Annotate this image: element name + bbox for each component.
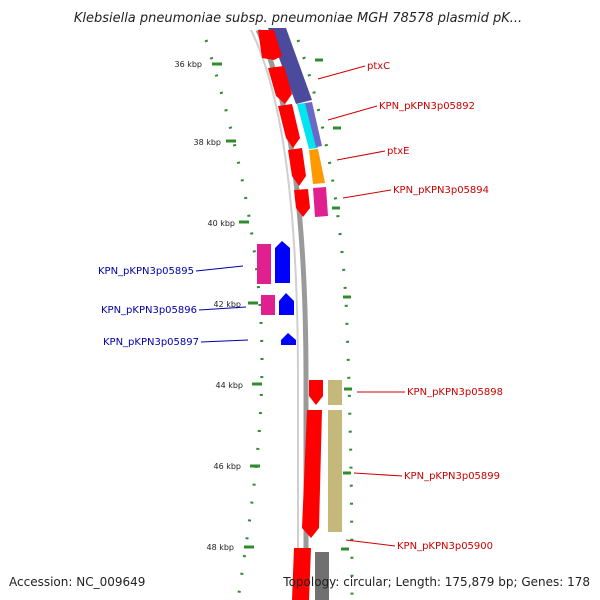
gene-arrow-reverse[interactable] [281,333,296,345]
accession-text: Accession: NC_009649 [9,575,145,589]
leader-line [317,65,366,80]
cog-block-cyan [297,103,318,149]
gene-label[interactable]: KPN_pKPN3p05896 [101,305,197,316]
gene-arrow-forward[interactable] [302,410,322,538]
gene-arrow-reverse[interactable] [279,293,294,315]
cog-block-magenta [261,295,275,315]
gene-arrow-forward[interactable] [258,30,282,60]
cog-block-magenta [313,187,328,217]
cog-block-khaki [328,380,342,405]
gene-arrow-forward[interactable] [309,380,323,405]
gene-arrow-forward[interactable] [288,148,306,186]
tick-label: 42 kbp [213,300,241,309]
gene-label[interactable]: KPN_pKPN3p05894 [393,185,489,196]
tick-label: 44 kbp [215,381,243,390]
leader-line [200,339,249,343]
leader-line [345,539,396,547]
leader-line [336,150,386,161]
leader-line [353,472,403,477]
leader-line [195,265,244,272]
leader-line [198,306,247,311]
gene-arrow-forward[interactable] [294,189,310,217]
gene-label[interactable]: KPN_pKPN3p05892 [379,101,475,112]
cog-block-purple [305,102,322,147]
gene-label[interactable]: ptxC [367,61,390,72]
cog-block-magenta [257,244,271,284]
leader-lines [195,65,405,547]
gene-arrow-forward[interactable] [278,104,300,148]
gene-label[interactable]: KPN_pKPN3p05899 [404,471,500,482]
gene-arrow-forward[interactable] [292,548,311,600]
cog-block-gray [315,552,329,600]
backbone-inner-line [250,29,299,600]
inner-dotted-guide [204,39,264,600]
tick-label: 40 kbp [207,219,235,228]
gene-label[interactable]: KPN_pKPN3p05898 [407,387,503,398]
inner-genes [257,241,296,345]
leader-line [342,189,392,199]
tick-marks [212,58,352,551]
topology-text: Topology: circular; Length: 175,879 bp; … [282,575,590,589]
tick-label: 38 kbp [193,138,221,147]
gene-arrow-reverse[interactable] [275,241,290,283]
leader-line [327,105,378,121]
cog-track [268,28,342,600]
tick-label: 46 kbp [213,462,241,471]
tick-label: 36 kbp [174,60,202,69]
gene-arrow-forward[interactable] [268,66,292,104]
tick-label: 48 kbp [206,543,234,552]
forward-genes [258,30,323,600]
map-title: Klebsiella pneumoniae subsp. pneumoniae … [74,11,522,26]
cog-block-orange [309,149,325,184]
gene-label[interactable]: ptxE [387,146,410,157]
gene-label[interactable]: KPN_pKPN3p05895 [98,266,194,277]
gene-label[interactable]: KPN_pKPN3p05897 [103,337,199,348]
cog-block-khaki [328,410,342,532]
gene-label[interactable]: KPN_pKPN3p05900 [397,541,493,552]
